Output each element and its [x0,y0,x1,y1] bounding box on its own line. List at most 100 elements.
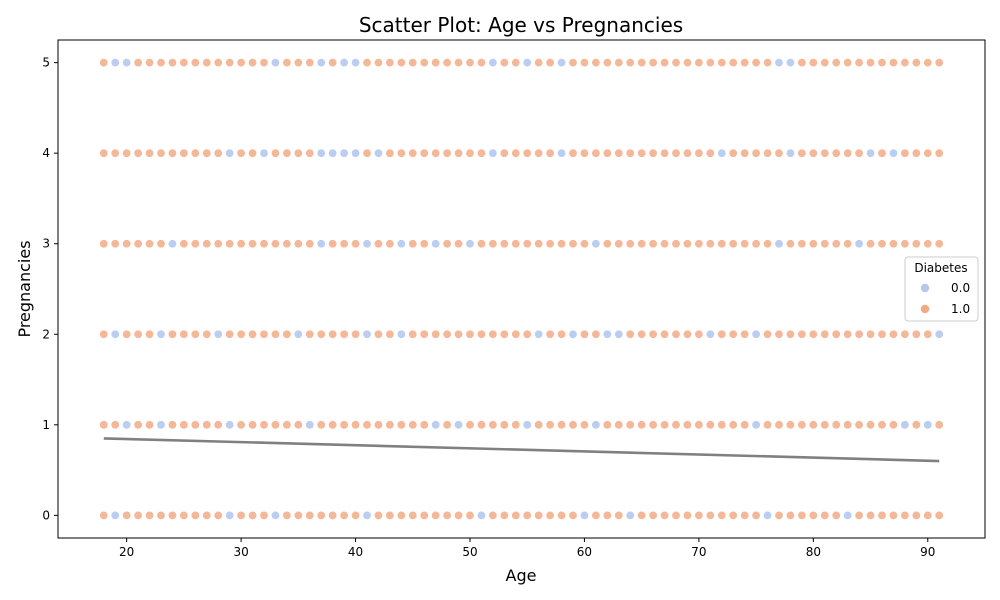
point-diabetes-1 [797,420,807,430]
legend: Diabetes 0.0 1.0 [904,256,979,322]
point-diabetes-1 [843,420,853,430]
trend-layer [103,437,940,463]
point-diabetes-1 [522,510,532,520]
point-diabetes-0 [110,58,120,68]
point-diabetes-1 [602,148,612,158]
point-diabetes-1 [900,510,910,520]
y-tick-label: 5 [42,56,50,70]
point-diabetes-1 [808,510,818,520]
point-diabetes-0 [774,239,784,249]
point-diabetes-1 [671,148,681,158]
point-diabetes-1 [660,420,670,430]
point-diabetes-1 [190,58,200,68]
point-diabetes-1 [511,510,521,520]
point-diabetes-1 [213,58,223,68]
point-diabetes-1 [442,148,452,158]
point-diabetes-1 [900,148,910,158]
point-diabetes-1 [351,329,361,339]
point-diabetes-1 [557,420,567,430]
point-diabetes-1 [751,58,761,68]
point-diabetes-1 [419,58,429,68]
point-diabetes-1 [808,148,818,158]
point-diabetes-1 [843,58,853,68]
point-diabetes-1 [442,420,452,430]
point-diabetes-0 [488,58,498,68]
point-diabetes-0 [351,148,361,158]
point-diabetes-0 [568,329,578,339]
point-diabetes-0 [763,510,773,520]
point-diabetes-0 [339,148,349,158]
point-diabetes-1 [602,58,612,68]
point-diabetes-1 [454,239,464,249]
point-diabetes-1 [911,239,921,249]
point-diabetes-1 [854,58,864,68]
point-diabetes-1 [705,239,715,249]
point-diabetes-1 [671,239,681,249]
point-diabetes-1 [511,329,521,339]
point-diabetes-1 [396,58,406,68]
point-diabetes-1 [293,58,303,68]
point-diabetes-0 [785,148,795,158]
point-diabetes-1 [694,510,704,520]
point-diabetes-1 [614,148,624,158]
point-diabetes-1 [831,420,841,430]
point-diabetes-1 [602,420,612,430]
point-diabetes-1 [797,329,807,339]
point-diabetes-1 [545,148,555,158]
point-diabetes-1 [408,420,418,430]
point-diabetes-1 [488,510,498,520]
point-diabetes-1 [522,148,532,158]
point-diabetes-1 [396,148,406,158]
point-diabetes-1 [282,420,292,430]
point-diabetes-1 [751,510,761,520]
point-diabetes-0 [579,510,589,520]
point-diabetes-1 [419,239,429,249]
point-diabetes-1 [648,510,658,520]
point-diabetes-0 [270,510,280,520]
legend-title: Diabetes [914,261,967,275]
point-diabetes-1 [763,58,773,68]
point-diabetes-1 [373,58,383,68]
point-diabetes-1 [785,420,795,430]
point-diabetes-1 [385,420,395,430]
point-diabetes-1 [419,510,429,520]
point-diabetes-1 [110,420,120,430]
point-diabetes-1 [888,329,898,339]
point-diabetes-1 [99,420,109,430]
point-diabetes-0 [122,420,132,430]
point-diabetes-1 [534,239,544,249]
point-diabetes-1 [557,239,567,249]
point-diabetes-0 [156,420,166,430]
point-diabetes-1 [625,329,635,339]
point-diabetes-1 [705,510,715,520]
point-diabetes-1 [740,239,750,249]
point-diabetes-1 [877,420,887,430]
plot-frame [57,39,986,539]
point-diabetes-1 [328,58,338,68]
point-diabetes-1 [339,510,349,520]
point-diabetes-0 [110,510,120,520]
point-diabetes-1 [671,510,681,520]
point-diabetes-1 [499,239,509,249]
point-diabetes-0 [557,148,567,158]
point-diabetes-1 [728,239,738,249]
point-diabetes-1 [911,329,921,339]
legend-marker-1 [920,304,930,314]
point-diabetes-0 [888,148,898,158]
point-diabetes-1 [145,420,155,430]
point-diabetes-1 [499,148,509,158]
point-diabetes-1 [293,510,303,520]
point-diabetes-1 [740,58,750,68]
point-diabetes-1 [545,58,555,68]
point-diabetes-1 [293,239,303,249]
point-diabetes-1 [167,510,177,520]
point-diabetes-1 [122,148,132,158]
point-diabetes-1 [328,239,338,249]
point-diabetes-1 [236,239,246,249]
point-diabetes-1 [660,329,670,339]
point-diabetes-1 [202,148,212,158]
point-diabetes-0 [751,329,761,339]
point-diabetes-1 [305,329,315,339]
point-diabetes-0 [305,420,315,430]
point-diabetes-1 [877,58,887,68]
